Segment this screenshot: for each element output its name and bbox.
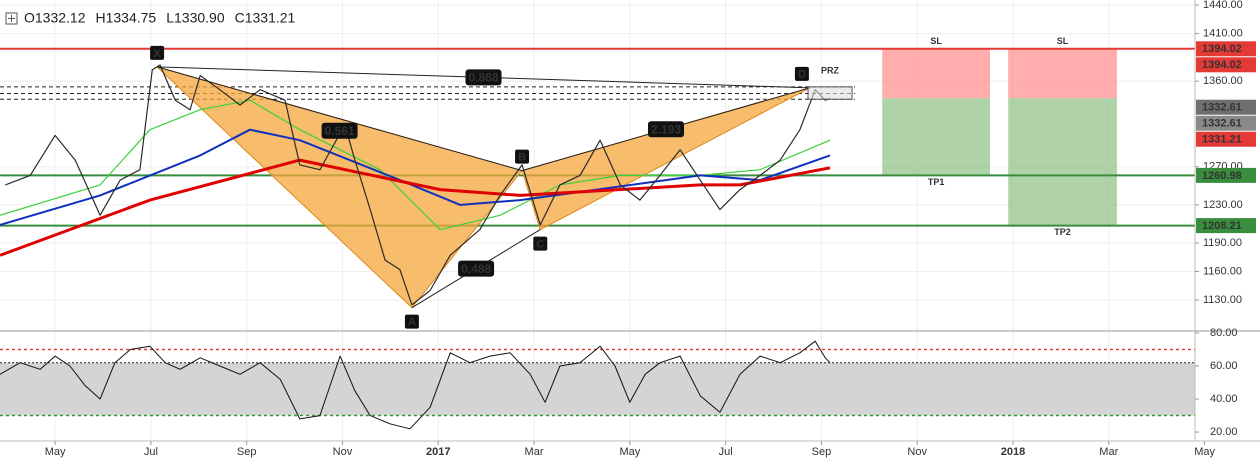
price-tag <box>1196 115 1256 131</box>
price-tag-label: 1332.61 <box>1202 102 1242 114</box>
x-tick-label: Mar <box>525 446 544 458</box>
point-box <box>794 66 809 81</box>
prz-box <box>807 86 853 100</box>
stop-zone <box>882 48 991 99</box>
x-tick-label: 2017 <box>426 446 450 458</box>
ratio-box <box>321 122 358 139</box>
ratio-line <box>156 66 523 172</box>
rsi-band <box>0 362 1195 416</box>
y-tick-label: 1230.00 <box>1203 199 1243 211</box>
header-icon[interactable] <box>5 12 18 25</box>
ratio-label: 2.193 <box>651 122 681 136</box>
price-line <box>5 64 831 306</box>
price-tag-label: 1394.02 <box>1202 43 1242 55</box>
x-tick-label: Sep <box>237 446 257 458</box>
prz-label: PRZ <box>821 65 840 75</box>
header-value: L1330.90 <box>166 10 225 26</box>
price-tag <box>1196 57 1256 73</box>
x-tick-label: May <box>619 446 640 458</box>
ratio-label: 0.561 <box>325 124 355 138</box>
rsi-tick-label: 60.00 <box>1210 360 1238 372</box>
target-zone <box>882 98 991 176</box>
x-tick-label: May <box>1194 446 1215 458</box>
ratio-box <box>647 121 684 138</box>
x-tick-label: Nov <box>907 446 927 458</box>
stop-label: SL <box>930 36 942 46</box>
main-panel: SL TP1 SL TP2 <box>0 36 1195 309</box>
x-tick-label: Sep <box>812 446 832 458</box>
x-tick-label: 2018 <box>1001 446 1025 458</box>
rsi-tick-label: 20.00 <box>1210 426 1238 438</box>
ratio-box <box>458 260 495 277</box>
rsi-tick-label: 40.00 <box>1210 393 1238 405</box>
overlay: O1332.12 H1334.75 L1330.90 C1331.21 0.888 0.5… <box>5 10 840 329</box>
y-tick-label: 1130.00 <box>1203 294 1242 306</box>
point-label: B <box>518 152 526 164</box>
price-tag-label: 1332.61 <box>1202 118 1242 130</box>
y-tick-label: 1440.00 <box>1203 0 1243 11</box>
ratio-box <box>465 69 502 86</box>
point-label: D <box>798 69 806 81</box>
stop-label: SL <box>1057 36 1069 46</box>
price-tag-label: 1331.21 <box>1202 134 1242 146</box>
ratio-label: 0.888 <box>468 71 498 85</box>
point-label: X <box>153 48 161 60</box>
price-tag <box>1196 167 1256 183</box>
target-label: TP2 <box>1054 227 1071 237</box>
point-label: A <box>408 317 416 329</box>
y-tick-label: 1360.00 <box>1203 75 1243 87</box>
price-tag <box>1196 218 1256 234</box>
point-box <box>533 236 548 251</box>
point-box <box>515 149 530 164</box>
moving-average <box>0 99 831 231</box>
point-label: C <box>536 239 544 251</box>
x-tick-label: Mar <box>1099 446 1118 458</box>
target-label: TP1 <box>928 177 945 187</box>
price-tag <box>1196 131 1256 147</box>
x-tick-label: May <box>45 446 66 458</box>
y-tick-label: 1190.00 <box>1203 237 1242 249</box>
header-value: O1332.12 <box>24 10 86 26</box>
y-tick-label: 1160.00 <box>1203 265 1242 277</box>
price-tag-label: 1260.98 <box>1202 170 1242 182</box>
stop-zone <box>1008 48 1117 99</box>
header-value: C1331.21 <box>235 10 296 26</box>
price-tag <box>1196 99 1256 115</box>
y-tick-label: 1410.00 <box>1203 27 1243 39</box>
point-box <box>150 45 165 60</box>
rsi-tick-label: 80.00 <box>1210 327 1238 339</box>
x-tick-label: Nov <box>333 446 353 458</box>
x-tick-label: Jul <box>144 446 158 458</box>
target-zone <box>1008 98 1117 226</box>
x-tick-label: Jul <box>719 446 733 458</box>
price-tag-label: 1394.02 <box>1202 59 1242 71</box>
price-tag <box>1196 41 1256 57</box>
ratio-label: 0.488 <box>461 262 491 276</box>
point-box <box>404 314 419 329</box>
header-value: H1334.75 <box>96 10 157 26</box>
rsi-panel <box>0 340 1195 430</box>
rsi-line <box>0 340 831 430</box>
moving-average <box>0 158 831 257</box>
price-tag-label: 1208.21 <box>1202 220 1242 232</box>
